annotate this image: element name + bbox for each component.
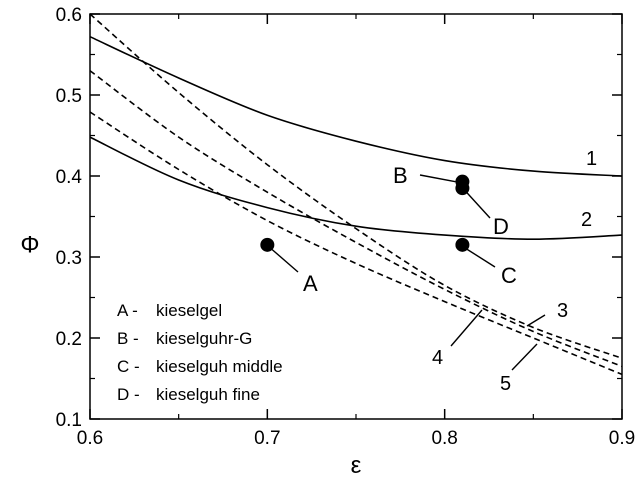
curve-2 <box>89 136 623 241</box>
y-tick-label: 0.4 <box>56 167 83 188</box>
curve-labels: 1 2 3 4 5 <box>432 148 597 395</box>
y-tick-label: 0.3 <box>56 248 82 269</box>
curve-layer <box>89 13 623 376</box>
pointer-line-a <box>270 248 299 273</box>
x-tick-label: 0.8 <box>431 428 457 449</box>
legend-text-d: kieselguh fine <box>156 385 260 404</box>
curve-label-1: 1 <box>586 148 597 170</box>
y-tick-label: 0.6 <box>56 5 82 26</box>
y-axis-label: Φ <box>20 231 39 258</box>
curve-3 <box>89 13 623 360</box>
pointer-line-c <box>466 248 496 268</box>
curve-1 <box>89 35 623 177</box>
legend-text-a: kieselgel <box>156 301 222 320</box>
legend-key-c: C - <box>117 357 140 376</box>
legend-text-c: kieselguh middle <box>156 357 283 376</box>
pointer-line-5 <box>511 343 538 371</box>
data-point-d <box>455 181 470 196</box>
point-label-d: D <box>493 214 509 239</box>
data-point-c <box>455 237 470 252</box>
curve-label-4: 4 <box>432 347 443 369</box>
pointer-line-d <box>465 191 491 219</box>
legend-key-b: B - <box>117 329 139 348</box>
pointer-line-4 <box>450 309 483 347</box>
data-point-a <box>260 237 275 252</box>
x-axis-label: ε <box>351 452 362 479</box>
x-tick-label: 0.6 <box>77 428 103 449</box>
legend-key-a: A - <box>117 301 138 320</box>
curve-5 <box>89 70 623 368</box>
point-label-a: A <box>303 271 318 296</box>
pointer-layer <box>270 174 546 371</box>
legend: A - kieselgel B - kieselguhr-G C - kiese… <box>117 301 283 404</box>
y-tick-label: 0.1 <box>56 410 82 431</box>
curve-label-5: 5 <box>500 373 511 395</box>
y-tick-label: 0.2 <box>56 329 82 350</box>
pointer-line-b <box>419 174 456 183</box>
point-label-c: C <box>501 263 517 288</box>
y-tick-label: 0.5 <box>56 86 82 107</box>
pointer-line-3 <box>526 314 546 327</box>
x-tick-label: 0.7 <box>254 428 280 449</box>
curve-label-3: 3 <box>557 300 568 322</box>
point-labels: A B C D <box>303 163 517 296</box>
x-tick-label: 0.9 <box>609 428 635 449</box>
curve-4 <box>89 111 623 376</box>
legend-text-b: kieselguhr-G <box>156 329 252 348</box>
point-layer <box>260 174 470 252</box>
curve-label-2: 2 <box>581 209 592 231</box>
legend-key-d: D - <box>117 385 140 404</box>
point-label-b: B <box>393 163 408 188</box>
tick-layer: 0.1 0.2 0.3 0.4 0.5 0.6 0.6 0.7 0.8 0.9 <box>56 5 636 449</box>
